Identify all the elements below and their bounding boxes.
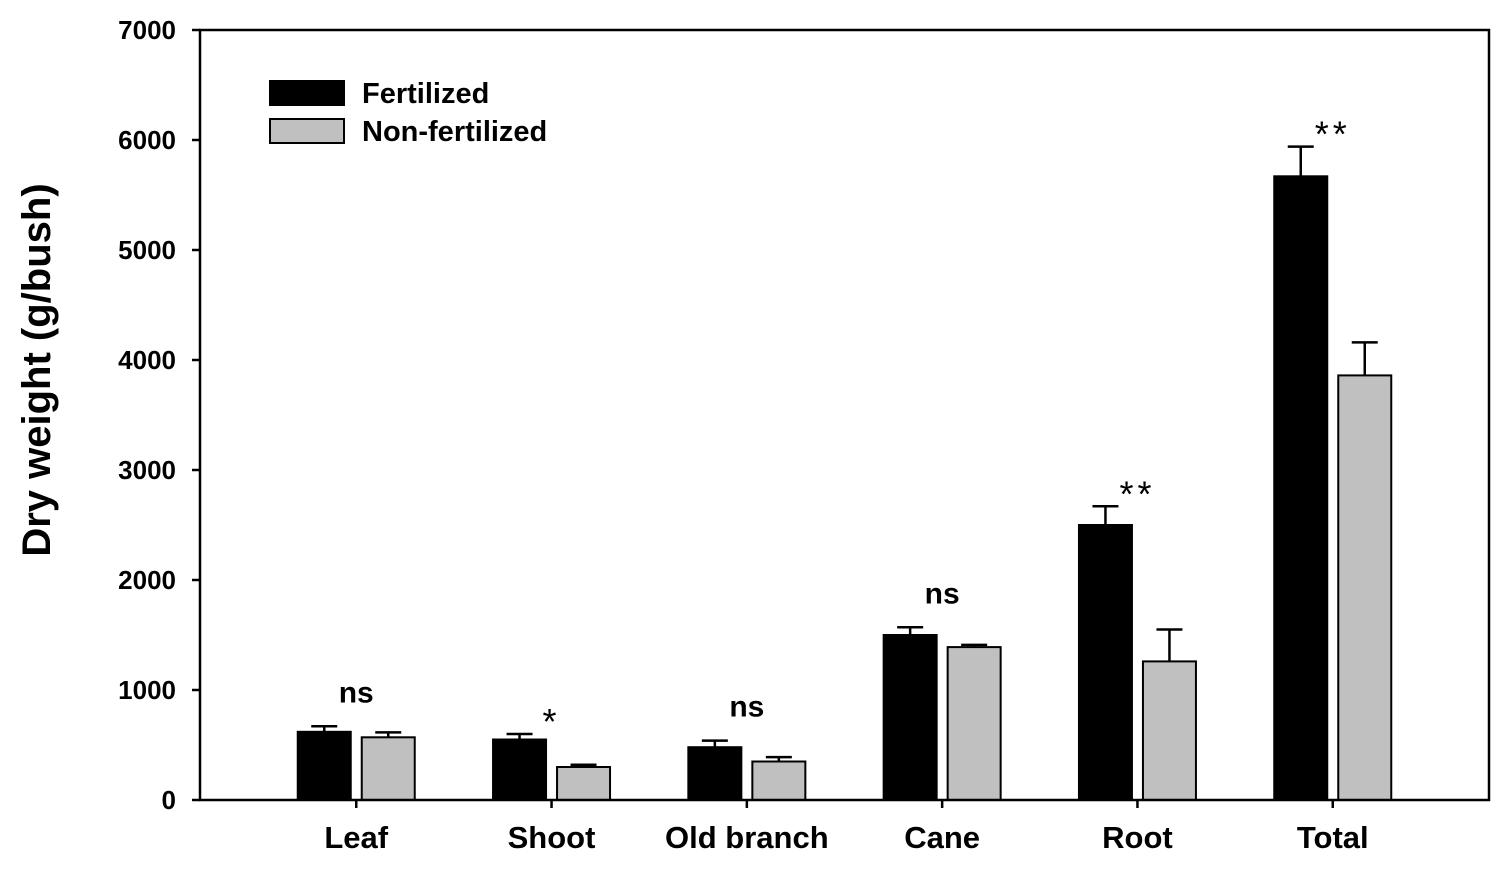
y-tick-label: 5000 — [118, 235, 176, 265]
y-tick-label: 2000 — [118, 565, 176, 595]
bar-fertilized — [1077, 524, 1133, 801]
bar-non-fertilized — [556, 766, 612, 801]
y-tick-label: 0 — [162, 785, 176, 815]
y-axis-ticks: 0 1000 2000 3000 4000 5000 6000 7000 — [118, 15, 200, 815]
bar-non-fertilized — [751, 760, 807, 801]
category-labels: Leaf Shoot Old branch Cane Root Total — [324, 800, 1369, 855]
significance-label: ns — [339, 676, 374, 709]
significance-label: ns — [729, 691, 764, 724]
y-tick-label: 7000 — [118, 15, 176, 45]
category-label: Shoot — [508, 820, 596, 855]
category-label: Root — [1102, 820, 1173, 855]
category-label: Old branch — [665, 820, 829, 855]
bar-fertilized — [1273, 175, 1329, 802]
significance-label: ** — [1119, 473, 1155, 514]
plot-frame — [198, 28, 1491, 802]
y-tick-label: 4000 — [118, 345, 176, 375]
bar-non-fertilized — [1141, 660, 1197, 802]
significance-label: ns — [925, 577, 960, 610]
legend: Fertilized Non-fertilized — [269, 78, 547, 148]
bar-fertilized — [687, 746, 743, 802]
bars — [296, 175, 1393, 802]
legend-swatch — [269, 80, 345, 106]
category-label: Leaf — [324, 820, 388, 855]
legend-label: Fertilized — [362, 78, 489, 110]
legend-swatch — [269, 118, 345, 144]
legend-label: Non-fertilized — [362, 116, 547, 148]
significance-label: ** — [1315, 114, 1351, 155]
error-bars — [311, 145, 1378, 767]
bar-fertilized — [492, 738, 548, 801]
significance-labels: ns * ns ns ** ** — [339, 114, 1351, 742]
y-tick-label: 1000 — [118, 675, 176, 705]
bar-non-fertilized — [360, 736, 416, 801]
significance-label: * — [543, 701, 561, 742]
y-tick-label: 6000 — [118, 125, 176, 155]
category-label: Total — [1297, 820, 1369, 855]
y-tick-label: 3000 — [118, 455, 176, 485]
y-axis-title: Dry weight (g/bush) — [15, 183, 59, 556]
category-label: Cane — [904, 820, 980, 855]
bar-non-fertilized — [1337, 374, 1393, 801]
bar-non-fertilized — [946, 646, 1002, 801]
bar-fertilized — [882, 634, 938, 801]
bar-fertilized — [296, 730, 352, 801]
